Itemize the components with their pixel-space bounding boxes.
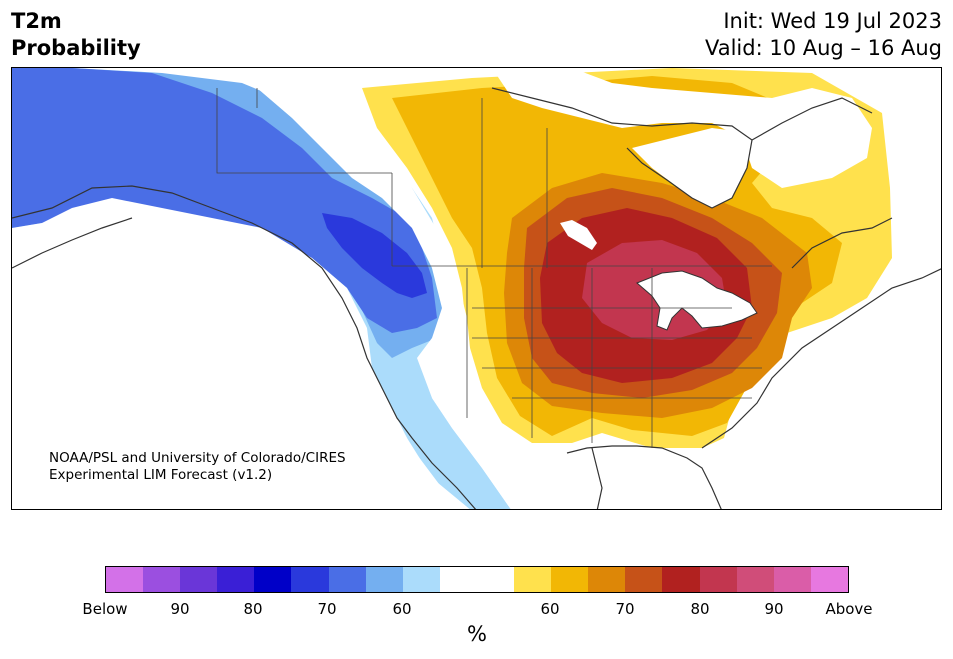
colorbar-cell bbox=[476, 567, 515, 592]
colorbar bbox=[105, 566, 849, 593]
colorbar-cell bbox=[514, 567, 552, 592]
colorbar-cell bbox=[439, 567, 477, 592]
colorbar-cell bbox=[254, 567, 292, 592]
colorbar-tick-label: Above bbox=[825, 600, 873, 618]
atlantic-ocean bbox=[732, 288, 941, 509]
map-canvas bbox=[12, 68, 941, 509]
colorbar-cell bbox=[291, 567, 329, 592]
variable-title: T2m bbox=[11, 9, 62, 33]
colorbar-tick-label: 80 bbox=[690, 600, 710, 618]
pacific-ocean bbox=[12, 198, 470, 509]
colorbar-tick-label: 70 bbox=[615, 600, 635, 618]
quantity-title: Probability bbox=[11, 36, 141, 60]
colorbar-tick-label: 80 bbox=[243, 600, 263, 618]
colorbar-cell bbox=[551, 567, 589, 592]
colorbar-tick-label: 90 bbox=[170, 600, 190, 618]
colorbar-cell bbox=[143, 567, 181, 592]
credit-text: NOAA/PSL and University of Colorado/CIRE… bbox=[49, 450, 346, 484]
blue-zone bbox=[12, 68, 437, 333]
colorbar-cell bbox=[365, 567, 403, 592]
probability-map bbox=[11, 67, 942, 510]
colorbar-tick-label: 60 bbox=[540, 600, 560, 618]
map-title: T2m Probability bbox=[11, 8, 141, 62]
great-lakes bbox=[636, 270, 758, 331]
colorbar-tick-label: 90 bbox=[764, 600, 784, 618]
colorbar-tick-label: 70 bbox=[317, 600, 337, 618]
colorbar-cell bbox=[217, 567, 255, 592]
colorbar-cell bbox=[699, 567, 737, 592]
colorbar-tick-label: 60 bbox=[392, 600, 412, 618]
colorbar-unit: % bbox=[467, 622, 487, 646]
gulf-mexico bbox=[552, 443, 732, 509]
colorbar-cell bbox=[106, 567, 144, 592]
colorbar-cell bbox=[625, 567, 663, 592]
date-info: Init: Wed 19 Jul 2023 Valid: 10 Aug – 16… bbox=[705, 8, 942, 62]
colorbar-cell bbox=[328, 567, 366, 592]
arctic-water bbox=[492, 68, 872, 188]
init-date: Init: Wed 19 Jul 2023 bbox=[723, 9, 942, 33]
colorbar-cell bbox=[736, 567, 774, 592]
colorbar-cell bbox=[810, 567, 848, 592]
shading-layer bbox=[12, 68, 941, 509]
colorbar-cell bbox=[402, 567, 440, 592]
valid-date: Valid: 10 Aug – 16 Aug bbox=[704, 36, 942, 60]
lake-winnipeg bbox=[560, 220, 597, 250]
credit-line-2: Experimental LIM Forecast (v1.2) bbox=[49, 467, 273, 483]
credit-line-1: NOAA/PSL and University of Colorado/CIRE… bbox=[49, 450, 346, 466]
colorbar-cell bbox=[588, 567, 626, 592]
hudson-bay bbox=[632, 128, 752, 208]
state-borders bbox=[216, 88, 772, 448]
colorbar-cell bbox=[662, 567, 700, 592]
colorbar-tick-label: Below bbox=[82, 600, 128, 618]
colorbar-cell bbox=[180, 567, 218, 592]
coastlines bbox=[12, 87, 941, 509]
neutral-zone bbox=[257, 83, 582, 509]
colorbar-cell bbox=[773, 567, 811, 592]
deep-blue-zone bbox=[322, 213, 427, 298]
